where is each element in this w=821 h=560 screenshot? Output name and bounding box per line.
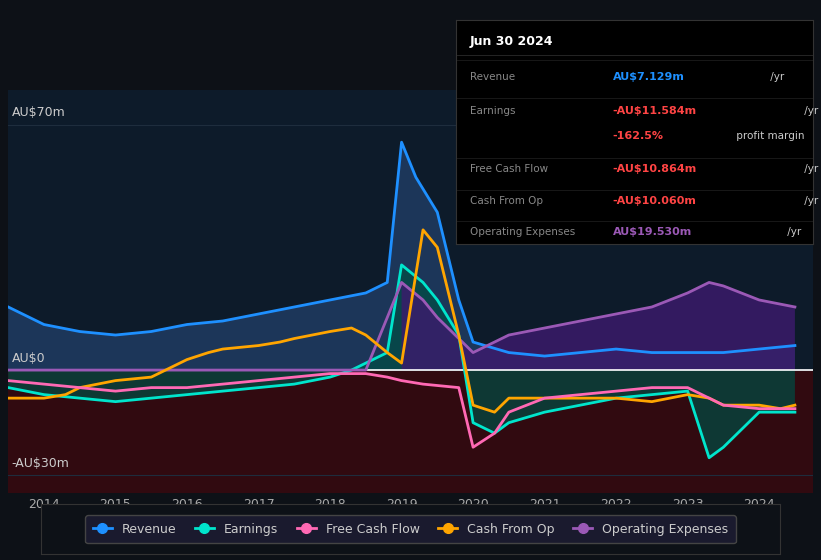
Legend: Revenue, Earnings, Free Cash Flow, Cash From Op, Operating Expenses: Revenue, Earnings, Free Cash Flow, Cash … <box>85 515 736 543</box>
Text: -AU$11.584m: -AU$11.584m <box>612 106 697 116</box>
Text: Cash From Op: Cash From Op <box>470 195 543 206</box>
Bar <box>8 370 813 493</box>
Text: Earnings: Earnings <box>470 106 516 116</box>
Text: /yr: /yr <box>801 106 819 116</box>
Text: /yr: /yr <box>784 227 801 237</box>
Text: Operating Expenses: Operating Expenses <box>470 227 576 237</box>
Text: Free Cash Flow: Free Cash Flow <box>470 164 548 174</box>
Text: AU$7.129m: AU$7.129m <box>612 72 685 82</box>
Text: Jun 30 2024: Jun 30 2024 <box>470 35 553 48</box>
Text: -162.5%: -162.5% <box>612 130 664 141</box>
Text: profit margin: profit margin <box>733 130 805 141</box>
Text: -AU$10.864m: -AU$10.864m <box>612 164 697 174</box>
Text: -AU$10.060m: -AU$10.060m <box>612 195 697 206</box>
Text: AU$0: AU$0 <box>11 352 45 365</box>
Text: Revenue: Revenue <box>470 72 515 82</box>
Text: AU$19.530m: AU$19.530m <box>612 227 692 237</box>
Text: /yr: /yr <box>801 195 819 206</box>
Text: /yr: /yr <box>767 72 784 82</box>
Text: AU$70m: AU$70m <box>11 106 66 119</box>
Text: -AU$30m: -AU$30m <box>11 457 70 470</box>
Text: /yr: /yr <box>801 164 819 174</box>
